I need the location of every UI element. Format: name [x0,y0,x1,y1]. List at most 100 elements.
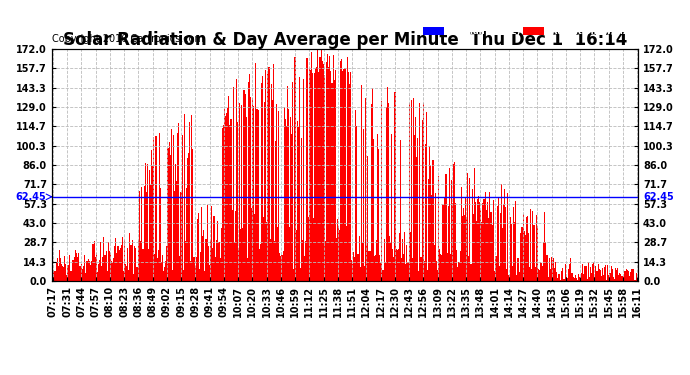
Bar [388,104,389,281]
Bar [193,256,195,281]
Bar [373,140,374,281]
Bar [56,262,57,281]
Bar [325,242,326,281]
Bar [364,266,365,281]
Bar [314,73,315,281]
Bar [227,108,228,281]
Bar [400,141,401,281]
Bar [429,146,431,281]
Bar [149,170,150,281]
Bar [515,201,516,281]
Bar [326,62,327,281]
Bar [384,262,386,281]
Bar [378,149,380,281]
Bar [301,138,302,281]
Bar [146,192,147,281]
Bar [61,264,62,281]
Bar [582,264,584,281]
Bar [75,250,76,281]
Bar [241,105,242,281]
Bar [527,216,528,281]
Bar [257,110,259,281]
Bar [506,270,507,281]
Bar [525,235,526,281]
Bar [530,209,531,281]
Bar [397,249,399,281]
Bar [354,256,355,281]
Bar [226,113,227,281]
Bar [197,219,198,281]
Bar [624,270,626,281]
Bar [446,253,448,281]
Bar [450,254,451,281]
Bar [72,260,73,281]
Bar [199,269,200,281]
Bar [177,133,178,281]
Bar [507,193,509,281]
Bar [266,222,267,281]
Bar [549,258,550,281]
Bar [551,257,552,281]
Bar [136,267,137,281]
Bar [161,261,162,281]
Bar [466,217,467,281]
Bar [493,200,494,281]
Bar [535,215,537,281]
Bar [586,279,588,281]
Bar [251,208,252,281]
Bar [451,180,452,281]
Bar [529,267,530,281]
Bar [603,275,604,281]
Bar [516,275,517,281]
Bar [327,54,328,281]
Bar [53,270,55,281]
Bar [453,164,454,281]
Bar [344,68,346,281]
Bar [452,203,453,281]
Bar [268,67,270,281]
Bar [588,262,589,281]
Bar [284,106,285,281]
Bar [316,67,317,281]
Bar [223,125,224,281]
Bar [350,72,351,281]
Bar [339,230,340,281]
Bar [497,198,499,281]
Bar [511,224,512,281]
Bar [611,268,613,281]
Bar [598,264,599,281]
Bar [164,267,165,281]
Bar [484,192,486,281]
Bar [619,273,620,281]
Bar [147,164,148,281]
Bar [590,267,591,281]
Bar [389,236,390,281]
Bar [188,153,189,281]
Bar [437,270,438,281]
Bar [92,243,94,281]
Bar [489,192,490,281]
Bar [371,104,372,281]
Bar [132,274,134,281]
Bar [198,213,199,281]
Bar [145,163,146,281]
Bar [464,215,465,281]
Bar [52,259,53,281]
Bar [81,269,83,281]
Bar [338,226,339,281]
Bar [605,265,607,281]
Bar [372,88,373,281]
Bar [410,232,411,281]
Bar [575,278,577,281]
Bar [404,232,405,281]
Bar [406,245,408,281]
Bar [165,261,166,281]
Bar [225,116,226,281]
Bar [615,268,616,281]
Bar [102,257,103,281]
Bar [581,273,582,281]
Bar [555,262,556,281]
Bar [558,274,560,281]
Bar [361,85,362,281]
Bar [140,242,141,281]
